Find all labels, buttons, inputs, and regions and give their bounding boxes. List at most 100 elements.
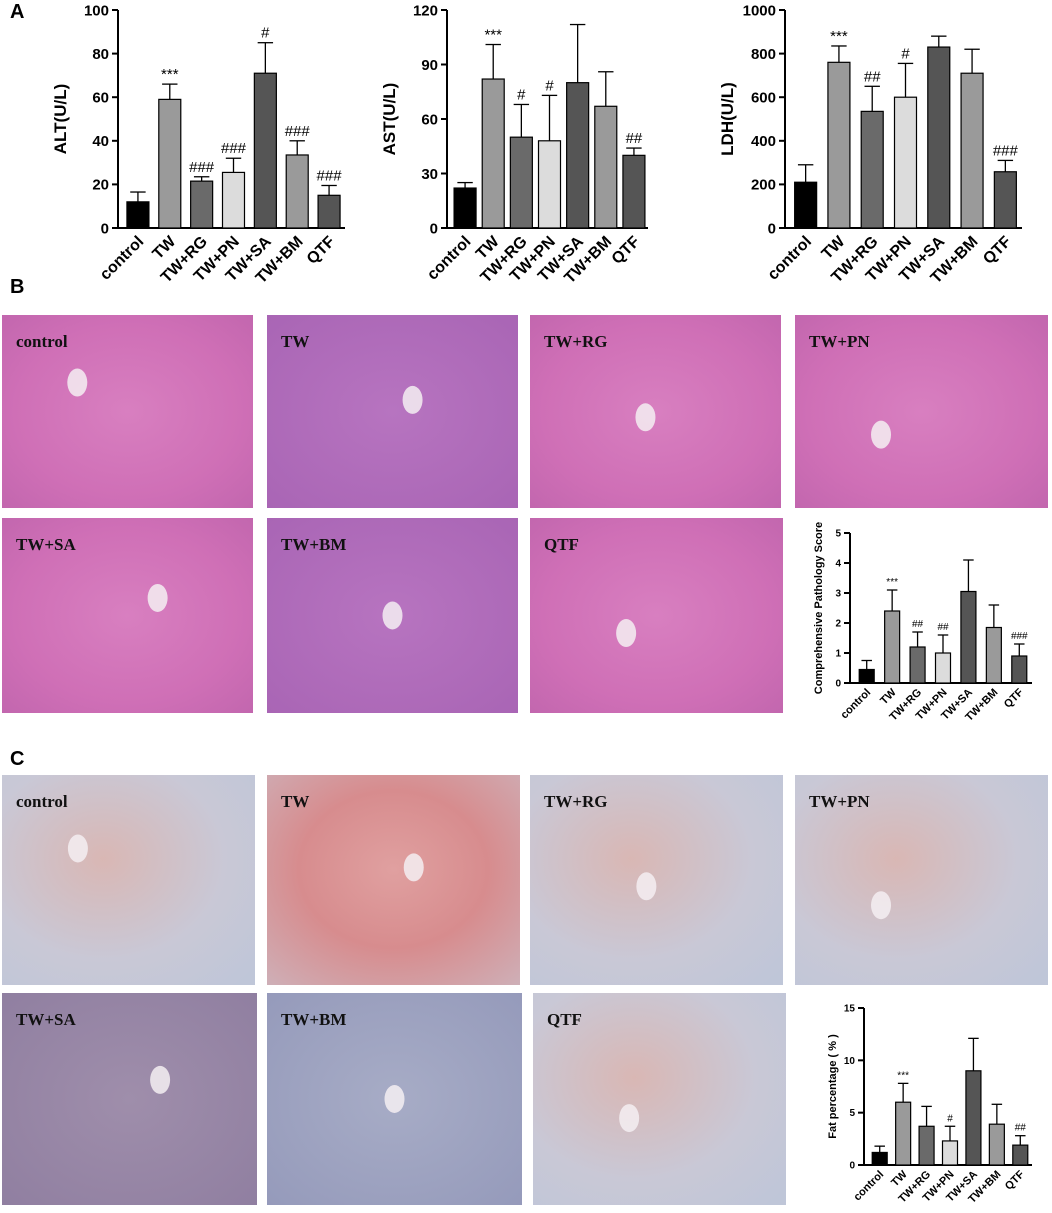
- bar: [965, 1070, 982, 1166]
- y-axis-label: ALT(U/L): [51, 84, 70, 155]
- x-tick-label: control: [97, 233, 147, 283]
- x-tick-label: control: [424, 233, 474, 283]
- significance: #: [545, 77, 554, 94]
- bar: [126, 201, 150, 229]
- y-tick-label: 0: [101, 220, 109, 237]
- y-tick-label: 3: [835, 589, 841, 600]
- vessel: [619, 1104, 640, 1133]
- significance: ##: [937, 622, 949, 633]
- bar: [158, 98, 182, 229]
- micrograph: [530, 518, 783, 713]
- bar: [934, 652, 952, 684]
- micrograph: [2, 993, 257, 1205]
- panel-label: C: [10, 748, 24, 770]
- y-tick-label: 200: [751, 177, 776, 194]
- bar: [927, 46, 951, 229]
- bar: [594, 105, 618, 229]
- bar: [190, 180, 214, 229]
- panel-label: B: [10, 276, 24, 298]
- image-label: TW+RG: [544, 792, 608, 811]
- micrograph: [795, 775, 1048, 985]
- image-label: TW+PN: [809, 792, 870, 811]
- micrograph: [530, 315, 781, 508]
- bar: [960, 72, 984, 229]
- bar: [960, 590, 977, 684]
- bar: [985, 626, 1002, 684]
- vessel: [382, 601, 403, 630]
- bar: [509, 136, 533, 229]
- vessel: [67, 368, 88, 397]
- bar: [453, 187, 477, 229]
- y-tick-label: 800: [751, 46, 776, 63]
- significance: ###: [189, 159, 215, 176]
- y-tick-label: 40: [92, 133, 109, 150]
- y-tick-label: 15: [844, 1004, 856, 1015]
- significance: ***: [897, 1070, 909, 1081]
- vessel: [67, 834, 88, 863]
- y-tick-label: 1: [835, 649, 841, 660]
- x-tick-label: QTF: [304, 233, 339, 268]
- bar: [858, 668, 875, 684]
- micrograph: [533, 993, 786, 1205]
- image-label: control: [16, 332, 68, 351]
- micrograph: [2, 518, 253, 713]
- vessel: [402, 385, 423, 414]
- x-tick-label: QTF: [1003, 1168, 1027, 1192]
- y-tick-label: 1000: [743, 2, 776, 19]
- y-axis-label: Comprehensive Pathology Score: [813, 522, 825, 694]
- y-tick-label: 90: [421, 57, 438, 74]
- significance: ##: [1015, 1123, 1027, 1134]
- y-axis-label: AST(U/L): [380, 83, 399, 156]
- image-label: TW+SA: [16, 535, 76, 554]
- bar: [893, 96, 918, 229]
- bar: [1012, 1144, 1029, 1166]
- bar: [993, 171, 1017, 229]
- y-axis-label: LDH(U/L): [718, 82, 737, 156]
- bar: [221, 171, 246, 229]
- bar: [566, 82, 590, 229]
- bar: [918, 1125, 935, 1166]
- image-label: TW: [281, 792, 309, 811]
- significance: ***: [484, 27, 502, 44]
- bar: [884, 610, 901, 684]
- image-label: TW+RG: [544, 332, 608, 351]
- vessel: [871, 420, 892, 449]
- y-tick-label: 400: [751, 133, 776, 150]
- bar: [827, 61, 851, 229]
- significance: ***: [886, 577, 898, 588]
- y-tick-label: 60: [421, 111, 438, 128]
- y-tick-label: 10: [844, 1056, 856, 1067]
- significance: ##: [626, 130, 643, 147]
- vessel: [636, 872, 657, 901]
- y-tick-label: 30: [421, 166, 438, 183]
- y-tick-label: 0: [430, 220, 438, 237]
- image-label: QTF: [547, 1010, 582, 1029]
- y-tick-label: 5: [835, 529, 841, 540]
- y-axis-label: Fat percentage ( % ): [827, 1034, 839, 1139]
- bar: [988, 1123, 1005, 1166]
- vessel: [871, 891, 892, 920]
- micrograph: [2, 775, 255, 985]
- vessel: [384, 1085, 405, 1113]
- vessel: [147, 583, 168, 612]
- y-tick-label: 600: [751, 89, 776, 106]
- bar: [537, 140, 562, 229]
- y-tick-label: 5: [849, 1108, 855, 1119]
- bar: [481, 78, 505, 229]
- x-tick-label: control: [765, 233, 815, 283]
- y-tick-label: 0: [849, 1161, 855, 1172]
- vessel: [150, 1065, 171, 1094]
- image-label: TW+BM: [281, 535, 346, 554]
- significance: #: [947, 1113, 953, 1124]
- image-label: TW+BM: [281, 1010, 346, 1029]
- micrograph: [267, 775, 520, 985]
- bar: [622, 154, 646, 229]
- panel-label: A: [10, 1, 24, 23]
- significance: #: [261, 25, 270, 42]
- x-tick-label: QTF: [1002, 686, 1026, 710]
- y-tick-label: 2: [835, 619, 841, 630]
- x-tick-label: control: [838, 687, 873, 722]
- x-tick-label: QTF: [980, 233, 1015, 268]
- bar: [895, 1101, 912, 1166]
